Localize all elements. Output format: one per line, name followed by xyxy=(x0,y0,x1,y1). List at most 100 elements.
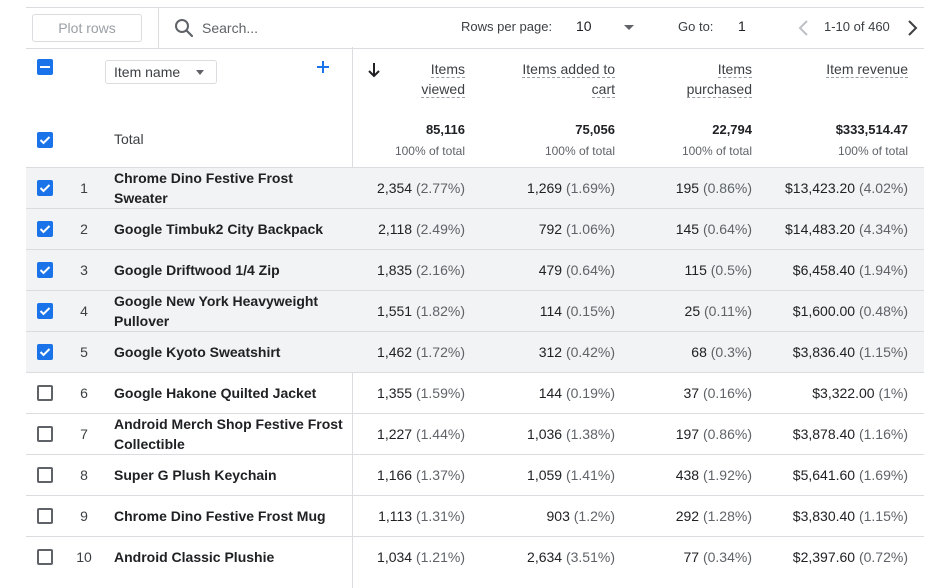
row-number: 5 xyxy=(80,344,88,360)
caret-down-icon xyxy=(196,70,204,75)
rows-per-page-select[interactable]: 10 xyxy=(574,14,638,42)
row-checkbox[interactable] xyxy=(37,426,53,442)
row-checkbox[interactable] xyxy=(37,508,53,524)
add-dimension-icon[interactable] xyxy=(315,59,331,75)
row-number: 8 xyxy=(80,467,88,483)
cell-percent: (0.15%) xyxy=(565,303,615,319)
cell-percent: (2.77%) xyxy=(415,180,465,196)
cell-item-revenue: $5,641.60 (1.69%) xyxy=(778,467,908,483)
row-checkbox[interactable] xyxy=(37,385,53,401)
cell-value: 1,462 xyxy=(377,344,413,360)
item-name[interactable]: Super G Plush Keychain xyxy=(114,455,348,495)
row-checkbox[interactable] xyxy=(37,467,53,483)
cell-percent: (1.72%) xyxy=(415,344,465,360)
item-name-text: Google Driftwood 1/4 Zip xyxy=(114,262,280,278)
cell-item-revenue: $3,878.40 (1.16%) xyxy=(778,426,908,442)
header-items-added-to-cart[interactable]: Items added to cart xyxy=(495,59,615,99)
search-input[interactable] xyxy=(202,16,382,40)
cell-item-revenue: $2,397.60 (0.72%) xyxy=(778,549,908,565)
cell-value: 1,269 xyxy=(527,180,563,196)
total-percent: 100% of total xyxy=(681,144,752,158)
cell-percent: (1.92%) xyxy=(702,467,752,483)
cell-percent: (1.28%) xyxy=(702,508,752,524)
cell-percent: (0.64%) xyxy=(565,262,615,278)
item-name[interactable]: Google Timbuk2 City Backpack xyxy=(114,209,348,249)
cell-items-purchased: 68 (0.3%) xyxy=(632,344,752,360)
sort-descending-icon[interactable] xyxy=(367,62,381,78)
header-label-line1: Items xyxy=(717,61,752,78)
cell-percent: (1.2%) xyxy=(573,508,615,524)
cell-value: 1,036 xyxy=(527,426,563,442)
cell-items-added-to-cart: 479 (0.64%) xyxy=(495,262,615,278)
cell-percent: (1%) xyxy=(878,385,908,401)
cell-value: 144 xyxy=(538,385,563,401)
cell-items-viewed: 2,354 (2.77%) xyxy=(365,180,465,196)
cell-percent: (1.15%) xyxy=(858,508,908,524)
header-items-viewed[interactable]: Items viewed xyxy=(365,59,465,99)
cell-percent: (1.06%) xyxy=(565,221,615,237)
cell-percent: (1.41%) xyxy=(565,467,615,483)
cell-value: 1,166 xyxy=(377,467,413,483)
item-name[interactable]: Google Kyoto Sweatshirt xyxy=(114,332,348,372)
item-name[interactable]: Google Hakone Quilted Jacket xyxy=(114,373,348,413)
cell-items-purchased: 25 (0.11%) xyxy=(632,303,752,319)
table-row[interactable]: 8 Super G Plush Keychain 1,166 (1.37%) 1,05… xyxy=(26,454,924,495)
cell-value: 1,034 xyxy=(377,549,413,565)
cell-percent: (0.5%) xyxy=(710,262,752,278)
table-row[interactable]: 9 Chrome Dino Festive Frost Mug 1,113 (1.3… xyxy=(26,495,924,536)
cell-percent: (1.69%) xyxy=(565,180,615,196)
cell-value: 292 xyxy=(675,508,700,524)
item-name[interactable]: Chrome Dino Festive Frost Sweater xyxy=(114,168,348,208)
row-checkbox[interactable] xyxy=(37,549,53,565)
cell-percent: (1.37%) xyxy=(415,467,465,483)
cell-percent: (0.86%) xyxy=(702,180,752,196)
item-name[interactable]: Chrome Dino Festive Frost Mug xyxy=(114,496,348,536)
cell-percent: (1.94%) xyxy=(858,262,908,278)
item-name[interactable]: Google New York Heavyweight Pullover xyxy=(114,291,348,331)
row-checkbox[interactable] xyxy=(37,262,53,278)
table-row[interactable]: 7 Android Merch Shop Festive Frost Collec… xyxy=(26,413,924,454)
row-checkbox[interactable] xyxy=(37,221,53,237)
cell-item-revenue: $3,322.00 (1%) xyxy=(778,385,908,401)
cell-value: $2,397.60 xyxy=(792,549,856,565)
goto-label: Go to: xyxy=(678,19,714,34)
cell-items-purchased: 292 (1.28%) xyxy=(632,508,752,524)
table-row[interactable]: 6 Google Hakone Quilted Jacket 1,355 (1.59… xyxy=(26,372,924,413)
table-toolbar: Plot rows Rows per page: 10 Go to: 1 1-1… xyxy=(26,7,924,49)
select-all-checkbox[interactable] xyxy=(37,59,53,75)
table-row[interactable]: 10 Android Classic Plushie 1,034 (1.21%) 2,… xyxy=(26,536,924,577)
row-checkbox[interactable] xyxy=(37,303,53,319)
cell-item-revenue: $14,483.20 (4.34%) xyxy=(778,221,908,237)
cell-items-added-to-cart: 312 (0.42%) xyxy=(495,344,615,360)
plot-rows-button[interactable]: Plot rows xyxy=(32,14,142,42)
search-icon[interactable] xyxy=(174,18,194,38)
dimension-select[interactable]: Item name xyxy=(105,60,217,84)
row-checkbox[interactable] xyxy=(37,180,53,196)
row-number: 10 xyxy=(76,549,92,565)
total-checkbox[interactable] xyxy=(37,132,53,148)
cell-value: 438 xyxy=(675,467,700,483)
item-name-text: Google Hakone Quilted Jacket xyxy=(114,385,317,401)
cell-value: 792 xyxy=(538,221,563,237)
table-row[interactable]: 5 Google Kyoto Sweatshirt 1,462 (1.72%) 312… xyxy=(26,331,924,372)
next-page-icon[interactable] xyxy=(902,17,922,39)
item-name-text: Google Timbuk2 City Backpack xyxy=(114,221,324,237)
item-name[interactable]: Google Driftwood 1/4 Zip xyxy=(114,250,348,290)
table-row[interactable]: 3 Google Driftwood 1/4 Zip 1,835 (2.16%) 47… xyxy=(26,249,924,290)
previous-page-icon[interactable] xyxy=(794,17,814,39)
header-items-purchased[interactable]: Items purchased xyxy=(632,59,752,99)
table-row[interactable]: 2 Google Timbuk2 City Backpack 2,118 (2.49… xyxy=(26,208,924,249)
item-name[interactable]: Android Merch Shop Festive Frost Collect… xyxy=(114,414,348,454)
table-row[interactable]: 1 Chrome Dino Festive Frost Sweater 2,354 … xyxy=(26,167,924,208)
header-item-revenue[interactable]: Item revenue xyxy=(778,59,908,79)
cell-value: 903 xyxy=(546,508,570,524)
cell-percent: (1.44%) xyxy=(415,426,465,442)
cell-value: $6,458.40 xyxy=(792,262,856,278)
row-checkbox[interactable] xyxy=(37,344,53,360)
table-row[interactable]: 4 Google New York Heavyweight Pullover 1,5… xyxy=(26,290,924,331)
cell-value: 197 xyxy=(675,426,700,442)
cell-percent: (1.15%) xyxy=(858,344,908,360)
goto-page-input[interactable]: 1 xyxy=(738,18,746,34)
item-name[interactable]: Android Classic Plushie xyxy=(114,537,348,577)
cell-percent: (1.69%) xyxy=(858,467,908,483)
